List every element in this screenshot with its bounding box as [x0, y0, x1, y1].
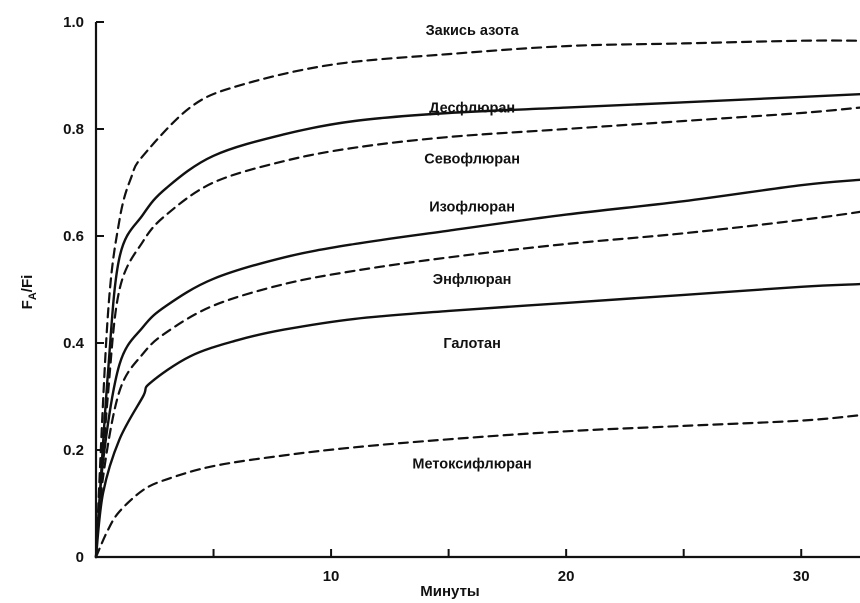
series-line [94, 414, 860, 559]
series-label: Десфлюран [429, 101, 515, 117]
y-tick-label: 0.8 [63, 121, 84, 138]
y-tick-label: 0 [76, 549, 84, 566]
series-label: Севофлюран [424, 151, 520, 167]
axes [94, 22, 860, 559]
series-label: Галотан [443, 336, 501, 352]
series-line [94, 210, 860, 559]
y-tick-label: 0.2 [63, 442, 84, 459]
x-tick-label: 20 [558, 568, 575, 585]
y-tick-label: 0.6 [63, 228, 84, 245]
series-curves [94, 39, 860, 559]
series-line [94, 178, 860, 559]
series-label: Закись азота [426, 23, 520, 39]
y-axis-title-main: F [19, 300, 36, 309]
axis-ticks: 0 0.2 0.4 0.6 0.8 1.0 10 20 30 [63, 14, 809, 585]
y-tick-label: 1.0 [63, 14, 84, 31]
series-label: Метоксифлюран [412, 456, 531, 472]
x-tick-label: 30 [793, 568, 810, 585]
y-axis-title-rest: /Fi [19, 275, 36, 293]
series-label: Изофлюран [429, 200, 515, 216]
series-line [94, 282, 860, 559]
y-axis-title-sub: A [27, 292, 39, 300]
y-axis-title: FA/Fi [19, 275, 39, 310]
x-axis-title: Минуты [420, 583, 479, 600]
series-labels: Закись азота Десфлюран Севофлюран Изофлюран… [412, 23, 531, 472]
x-tick-label: 10 [323, 568, 340, 585]
y-tick-label: 0.4 [63, 335, 85, 352]
series-line [94, 93, 860, 559]
series-line [94, 106, 860, 559]
series-label: Энфлюран [433, 272, 512, 288]
series-line [94, 39, 860, 559]
